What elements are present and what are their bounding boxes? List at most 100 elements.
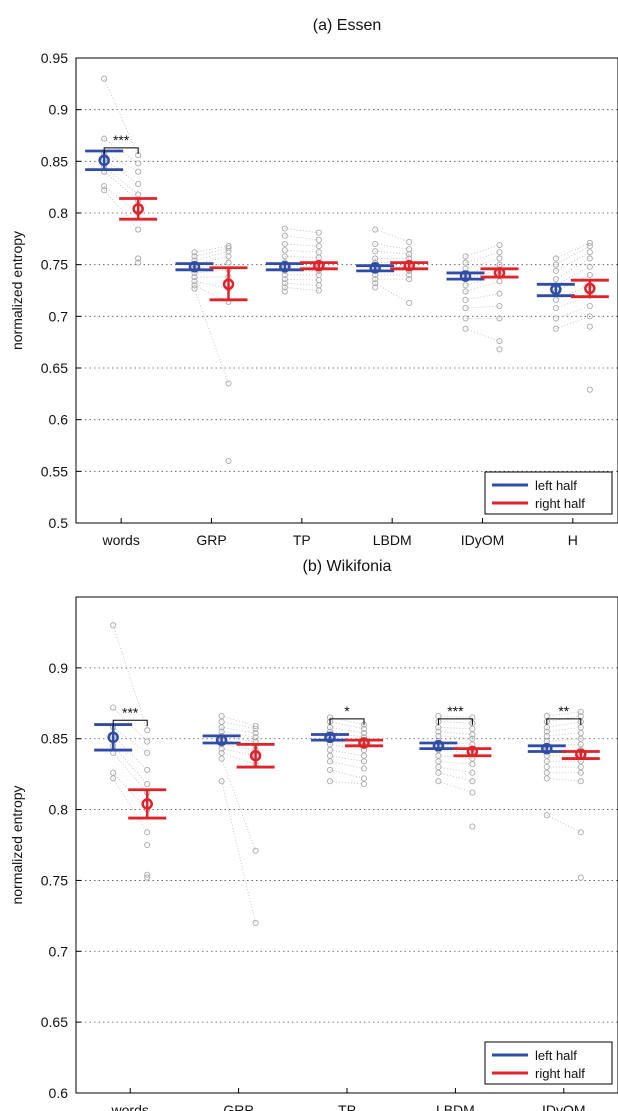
mean-marker: [222, 278, 235, 291]
mean-marker: [141, 798, 153, 810]
point-left-half: [281, 276, 288, 283]
pair-line: [284, 228, 319, 234]
point-right-half: [586, 239, 593, 247]
point-right-half: [577, 741, 584, 748]
point-left-half: [191, 253, 198, 260]
point-right-half: [360, 781, 368, 788]
pair-line: [465, 244, 500, 257]
pair-line: [555, 315, 590, 330]
pair-line: [546, 814, 581, 833]
pair-line: [221, 715, 256, 727]
point-right-half: [406, 238, 413, 245]
pair-line: [555, 258, 591, 280]
pair-line: [375, 250, 410, 255]
point-left-half: [435, 728, 442, 735]
point-left-half: [372, 255, 379, 262]
legend-box: [484, 471, 613, 515]
point-left-half: [372, 284, 379, 291]
point-right-half: [496, 255, 503, 262]
pair-line: [329, 780, 365, 785]
point-left-half: [435, 778, 442, 785]
pair-line: [103, 78, 139, 156]
point-left-half: [110, 775, 117, 782]
point-right-half: [577, 764, 584, 771]
axes-frame: [75, 57, 618, 524]
pair-line: [438, 766, 473, 774]
x-tick-label: GRP: [196, 532, 226, 548]
point-right-half: [252, 734, 259, 741]
pair-line: [329, 760, 365, 769]
point-left-half: [281, 247, 288, 254]
point-left-half: [552, 325, 559, 332]
pair-line: [221, 758, 256, 851]
legend-label: right half: [535, 496, 585, 511]
point-right-half: [135, 255, 142, 262]
point-right-half: [135, 191, 142, 198]
pair-line: [221, 726, 256, 734]
point-left-half: [281, 253, 288, 260]
point-left-half: [372, 240, 379, 248]
x-tick-label: words: [101, 532, 139, 548]
point-right-half: [144, 727, 151, 734]
point-left-half: [218, 745, 225, 752]
y-tick-label: 0.6: [49, 1085, 69, 1101]
pair-line: [284, 235, 319, 241]
point-right-half: [360, 725, 368, 732]
point-left-half: [462, 296, 469, 303]
point-right-half: [225, 380, 232, 387]
point-left-half: [218, 755, 225, 762]
point-right-half: [586, 386, 593, 393]
pair-line: [546, 738, 581, 742]
mean-marker: [466, 745, 479, 758]
point-right-half: [225, 259, 232, 266]
point-right-half: [496, 249, 503, 256]
point-right-half: [577, 874, 584, 881]
pair-line: [555, 305, 590, 319]
point-left-half: [281, 232, 288, 239]
point-right-half: [144, 781, 151, 788]
point-left-half: [191, 282, 198, 289]
point-right-half: [252, 847, 259, 854]
point-right-half: [577, 735, 584, 742]
pair-line: [112, 727, 148, 754]
pair-line: [546, 732, 581, 737]
point-left-half: [552, 315, 559, 322]
point-left-half: [281, 288, 288, 295]
point-right-half: [135, 160, 142, 167]
point-right-half: [496, 290, 503, 297]
significance-bracket: [329, 718, 365, 725]
panel-essen: (a) Essen 0.5 0.55 0.6 0.65 0.7 0.75 0.8 0.85 0.9…: [9, 17, 618, 548]
point-left-half: [101, 135, 108, 142]
point-right-half: [144, 749, 151, 756]
point-right-half: [586, 302, 593, 310]
x-tick-label: LBDM: [436, 1102, 475, 1111]
point-right-half: [252, 722, 259, 730]
mean-marker: [313, 259, 325, 272]
chart-title: (a) Essen: [313, 17, 381, 34]
pair-line: [284, 287, 319, 291]
point-right-half: [586, 313, 593, 320]
y-axis-label: normalized entropy: [9, 231, 25, 350]
point-right-half: [469, 735, 476, 742]
mean-marker: [403, 259, 415, 272]
pair-line: [194, 284, 229, 303]
point-right-half: [315, 243, 322, 250]
point-left-half: [218, 778, 225, 785]
point-right-half: [469, 789, 476, 796]
pair-line: [465, 258, 500, 270]
point-right-half: [315, 287, 322, 294]
point-left-half: [435, 769, 442, 776]
pair-line: [284, 256, 319, 258]
point-left-half: [462, 315, 469, 322]
significance-bracket: [103, 147, 139, 154]
axes-frame: [75, 596, 618, 1094]
pair-line: [546, 721, 581, 728]
y-tick-label: 0.95: [41, 50, 68, 66]
point-right-half: [496, 346, 503, 353]
point-right-half: [406, 251, 413, 258]
point-left-half: [281, 280, 288, 287]
point-right-half: [144, 829, 151, 836]
point-left-half: [326, 766, 334, 773]
point-left-half: [191, 278, 198, 285]
pair-line: [375, 229, 410, 243]
